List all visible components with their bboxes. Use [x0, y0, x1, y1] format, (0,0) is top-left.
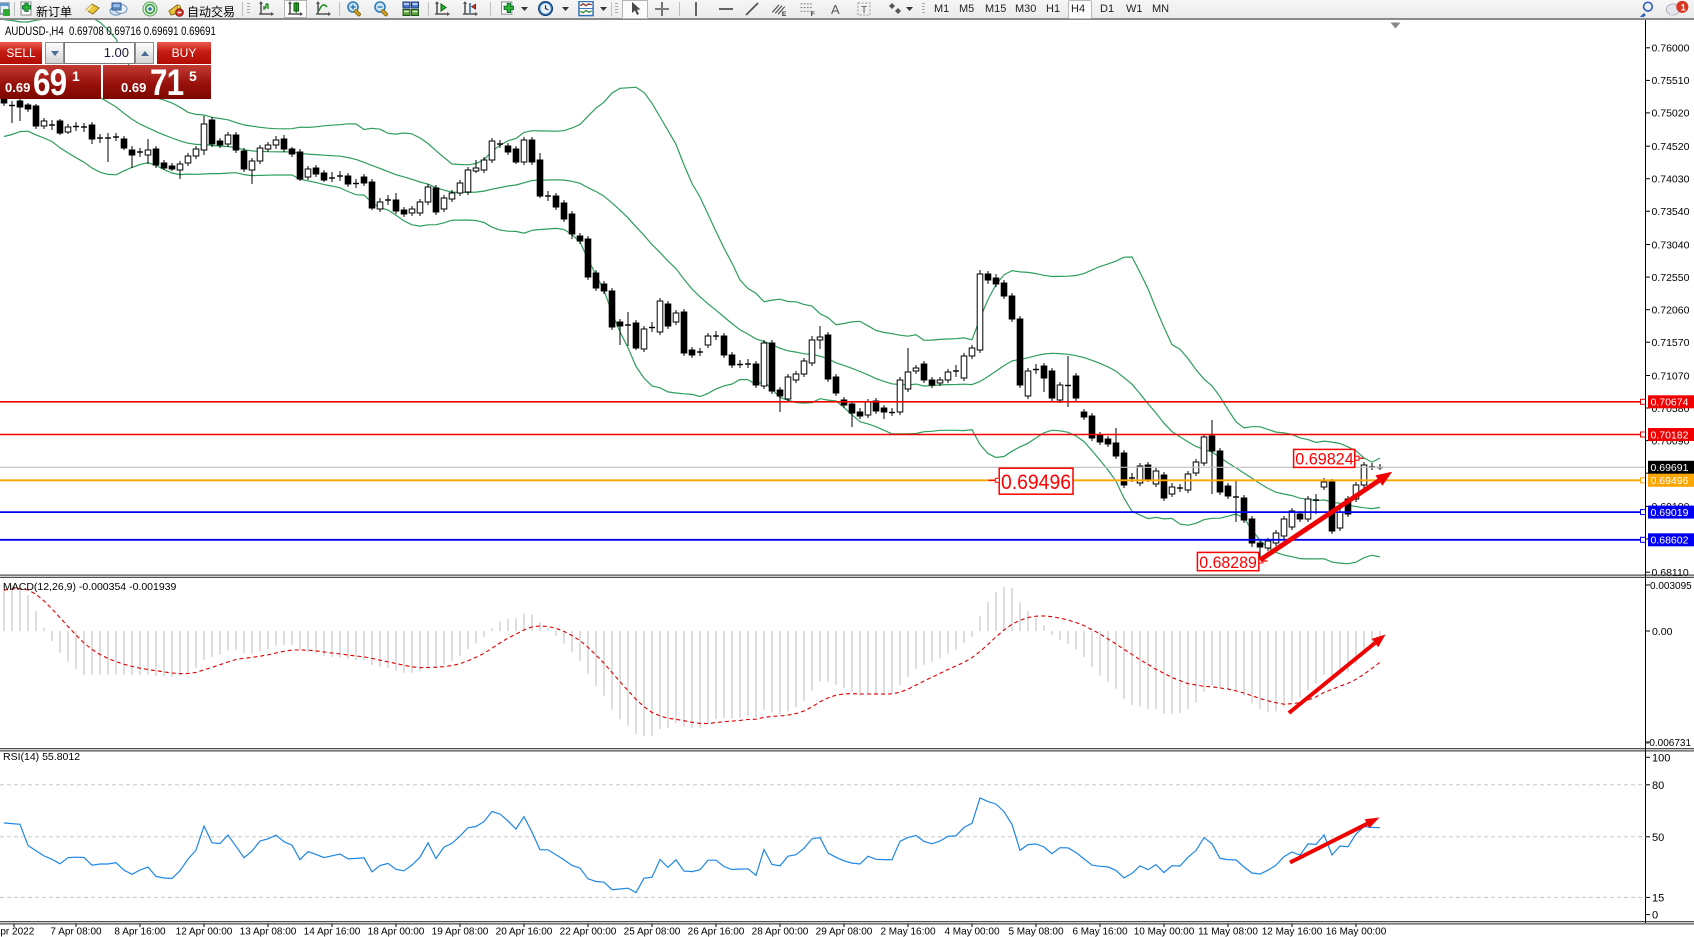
- svg-text:0.69496: 0.69496: [1651, 475, 1689, 487]
- svg-text:0.74520: 0.74520: [1652, 141, 1690, 153]
- svg-text:E: E: [782, 11, 787, 17]
- svg-text:0.71570: 0.71570: [1652, 337, 1690, 349]
- svg-text:0.72550: 0.72550: [1652, 272, 1690, 284]
- svg-text:7 Apr 08:00: 7 Apr 08:00: [50, 927, 102, 937]
- svg-text:8 Apr 16:00: 8 Apr 16:00: [114, 927, 166, 937]
- svg-text:15: 15: [1652, 892, 1664, 904]
- svg-text:0.71070: 0.71070: [1652, 370, 1690, 382]
- svg-text:0.74030: 0.74030: [1652, 174, 1690, 186]
- svg-text:0.69824: 0.69824: [1295, 449, 1354, 468]
- svg-text:14 Apr 16:00: 14 Apr 16:00: [304, 927, 361, 937]
- svg-text:1: 1: [1681, 3, 1686, 13]
- svg-text:-0.006731: -0.006731: [1646, 738, 1691, 749]
- svg-text:0.70674: 0.70674: [1651, 397, 1689, 409]
- svg-text:26 Apr 16:00: 26 Apr 16:00: [688, 927, 745, 937]
- svg-text:11 May 08:00: 11 May 08:00: [1198, 927, 1258, 937]
- svg-text:16 May 00:00: 16 May 00:00: [1326, 927, 1387, 937]
- svg-text:12 May 16:00: 12 May 16:00: [1262, 927, 1323, 937]
- svg-text:F: F: [811, 11, 815, 17]
- svg-text:0.003095: 0.003095: [1650, 581, 1692, 592]
- svg-text:0.73540: 0.73540: [1652, 206, 1690, 218]
- svg-text:18 Apr 00:00: 18 Apr 00:00: [368, 927, 425, 937]
- svg-text:RSI(14) 55.8012: RSI(14) 55.8012: [3, 751, 80, 763]
- svg-text:0.00: 0.00: [1652, 626, 1673, 638]
- svg-text:0.73040: 0.73040: [1652, 239, 1690, 251]
- svg-text:13 Apr 08:00: 13 Apr 08:00: [240, 927, 297, 937]
- svg-text:6 May 16:00: 6 May 16:00: [1072, 927, 1127, 937]
- svg-text:MACD(12,26,9) -0.000354 -0.001: MACD(12,26,9) -0.000354 -0.001939: [3, 581, 177, 593]
- svg-text:0: 0: [1652, 910, 1658, 922]
- svg-text:80: 80: [1652, 780, 1664, 792]
- svg-text:22 Apr 00:00: 22 Apr 00:00: [560, 927, 617, 937]
- svg-text:4 May 00:00: 4 May 00:00: [944, 927, 999, 937]
- svg-text:0.69496: 0.69496: [1001, 471, 1071, 494]
- svg-text:0.70182: 0.70182: [1651, 429, 1689, 441]
- svg-text:20 Apr 16:00: 20 Apr 16:00: [496, 927, 553, 937]
- svg-text:28 Apr 00:00: 28 Apr 00:00: [752, 927, 809, 937]
- svg-text:0.69691: 0.69691: [1651, 462, 1689, 474]
- svg-text:29 Apr 08:00: 29 Apr 08:00: [816, 927, 873, 937]
- svg-text:Apr 2022: Apr 2022: [0, 927, 35, 937]
- svg-text:100: 100: [1652, 752, 1670, 764]
- svg-text:0.75020: 0.75020: [1652, 108, 1690, 120]
- svg-text:0.68602: 0.68602: [1651, 535, 1689, 547]
- svg-text:25 Apr 08:00: 25 Apr 08:00: [624, 927, 681, 937]
- svg-text:0.72060: 0.72060: [1652, 305, 1690, 317]
- svg-text:T: T: [861, 5, 867, 16]
- svg-text:5 May 08:00: 5 May 08:00: [1008, 927, 1063, 937]
- svg-text:19 Apr 08:00: 19 Apr 08:00: [432, 927, 489, 937]
- svg-text:0.76000: 0.76000: [1652, 43, 1690, 55]
- svg-text:12 Apr 00:00: 12 Apr 00:00: [176, 927, 233, 937]
- svg-text:0.69019: 0.69019: [1651, 507, 1689, 519]
- svg-text:10 May 00:00: 10 May 00:00: [1134, 927, 1195, 937]
- svg-text:50: 50: [1652, 832, 1664, 844]
- svg-text:0.68110: 0.68110: [1652, 567, 1689, 579]
- svg-text:0.75510: 0.75510: [1652, 75, 1690, 87]
- svg-text:0.68289: 0.68289: [1199, 553, 1257, 572]
- svg-text:2 May 16:00: 2 May 16:00: [880, 927, 935, 937]
